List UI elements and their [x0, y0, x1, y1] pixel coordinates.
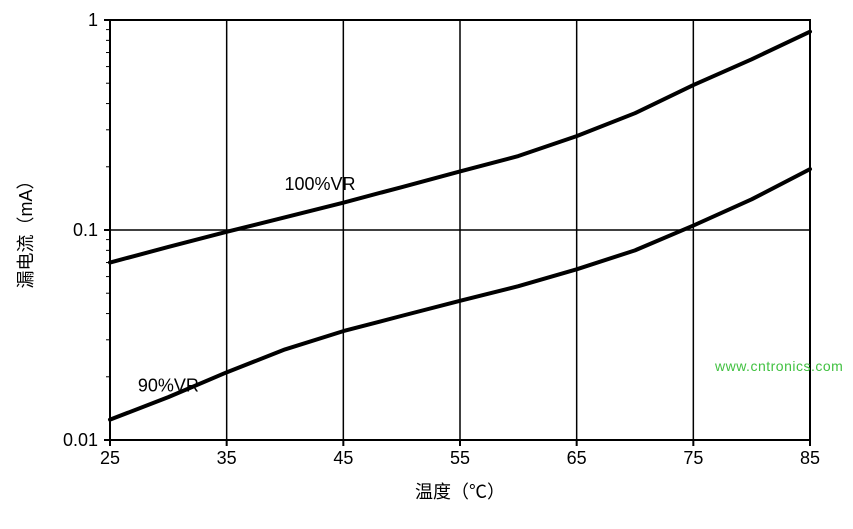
series-label-90%VR: 90%VR — [138, 376, 199, 396]
y-axis-label: 漏电流（mA） — [16, 172, 36, 289]
series-label-100%VR: 100%VR — [284, 174, 355, 194]
leakage-current-chart: 25 35 45 55 65 75 85 0.01 0.1 1 温度（℃） 漏电流（mA） 100%VR… — [0, 0, 853, 529]
x-tick-label: 35 — [217, 448, 237, 468]
x-tick-label: 25 — [100, 448, 120, 468]
x-axis-label: 温度（℃） — [415, 482, 505, 502]
chart-container: 25 35 45 55 65 75 85 0.01 0.1 1 温度（℃） 漏电流（mA） 100%VR… — [0, 0, 853, 529]
x-tick-label: 65 — [567, 448, 587, 468]
x-tick-label: 55 — [450, 448, 470, 468]
y-tick-label: 0.1 — [73, 220, 98, 240]
y-tick-label: 1 — [88, 10, 98, 30]
x-tick-label: 75 — [683, 448, 703, 468]
x-tick-label: 85 — [800, 448, 820, 468]
y-tick-label: 0.01 — [63, 430, 98, 450]
x-tick-label: 45 — [333, 448, 353, 468]
